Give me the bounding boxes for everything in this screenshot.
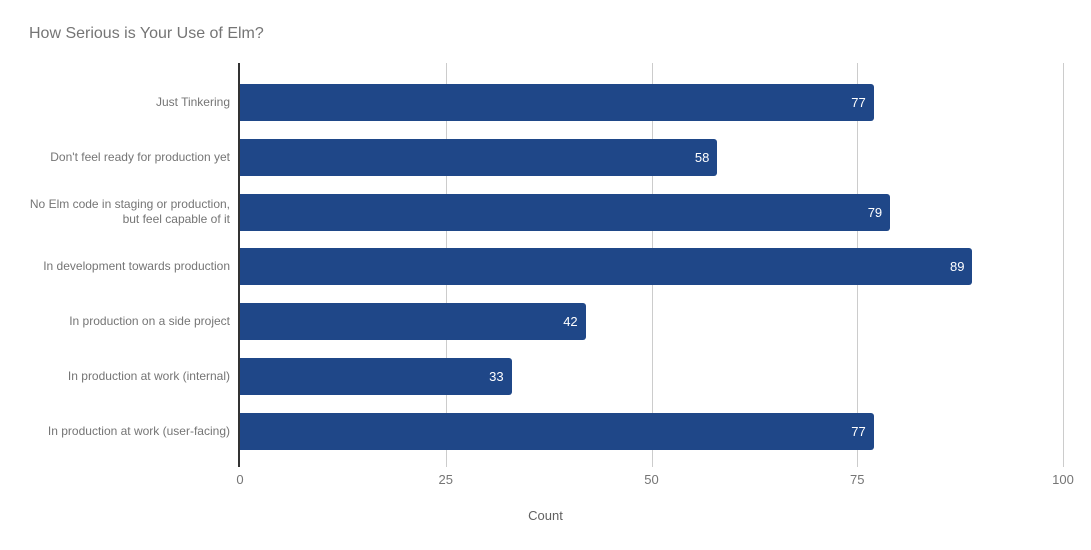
bar-value-label: 42 <box>563 314 578 330</box>
bar-row: In production at work (internal) 33 <box>0 349 1091 404</box>
bar-value-label: 58 <box>694 149 710 165</box>
bar-row: Don't feel ready for production yet 58 <box>0 130 1091 185</box>
category-label: No Elm code in staging or production, bu… <box>29 197 230 227</box>
category-label: Don't feel ready for production yet <box>50 149 230 164</box>
bar[interactable]: 58 <box>240 138 718 176</box>
x-tick-label: 50 <box>644 472 659 487</box>
category-label: Just Tinkering <box>155 94 230 109</box>
x-axis-title: Count <box>528 508 563 523</box>
bar-row: No Elm code in staging or production, bu… <box>0 185 1091 240</box>
category-label: In production on a side project <box>69 314 230 329</box>
bar[interactable]: 33 <box>240 358 512 396</box>
x-tick-label: 75 <box>850 472 865 487</box>
bar[interactable]: 79 <box>240 193 891 231</box>
bar-row: In production on a side project 42 <box>0 294 1091 349</box>
category-label: In production at work (user-facing) <box>47 424 230 439</box>
bar-row: In production at work (user-facing) 77 <box>0 404 1091 459</box>
category-label: In development towards production <box>43 259 230 274</box>
x-tick-label: 100 <box>1052 472 1074 487</box>
bar-value-label: 33 <box>489 369 504 385</box>
x-tick-label: 0 <box>236 472 244 487</box>
bar-value-label: 89 <box>950 259 965 275</box>
chart-title: How Serious is Your Use of Elm? <box>29 25 264 42</box>
bar-value-label: 77 <box>851 94 866 110</box>
x-tick-label: 25 <box>438 472 453 487</box>
bar[interactable]: 42 <box>240 303 586 341</box>
bar-row: In development towards production 89 <box>0 240 1091 295</box>
bar-value-label: 79 <box>867 204 883 220</box>
bar-row: Just Tinkering 77 <box>0 75 1091 130</box>
bar[interactable]: 89 <box>240 248 973 286</box>
bar-value-label: 77 <box>851 424 866 440</box>
gridline-x-100 <box>1063 63 1064 467</box>
category-label: In production at work (internal) <box>67 369 230 384</box>
y-axis-line <box>238 63 240 467</box>
bar[interactable]: 77 <box>240 413 874 451</box>
bar[interactable]: 77 <box>240 83 874 121</box>
